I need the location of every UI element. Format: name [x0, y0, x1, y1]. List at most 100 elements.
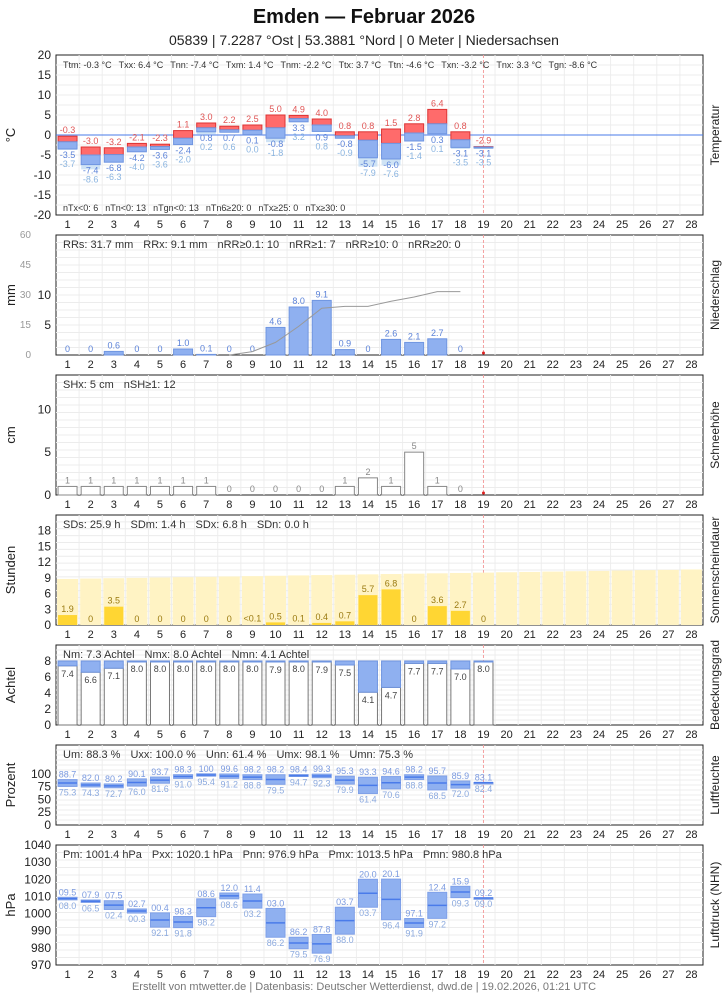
stat-label: Ttm: -0.3 °C: [63, 60, 112, 70]
day-length-bar: [680, 569, 702, 625]
max-temp-label: 6.4: [431, 98, 444, 108]
day-tick-label: 1: [64, 729, 70, 741]
day-tick-label: 2: [88, 219, 94, 231]
ground-min-label: 3.2: [292, 132, 305, 142]
min-temp-label: -3.6: [152, 150, 168, 160]
day-tick-label: 1: [64, 629, 70, 641]
sunshine-label: <0.1: [244, 614, 262, 624]
precip-label: 0: [227, 344, 232, 354]
day-tick-label: 5: [157, 359, 163, 371]
snow-bar: [381, 485, 402, 496]
y-tick-label: 0: [44, 128, 51, 142]
day-tick-label: 1: [64, 499, 70, 511]
snow-bar: [334, 485, 355, 496]
precip-label: 0.1: [200, 343, 213, 353]
today-dot: [481, 351, 485, 355]
day-tick-label: 22: [547, 729, 559, 741]
max-temp-bar: [265, 114, 286, 129]
day-length-bar: [218, 576, 240, 625]
y-tick-label: 0: [44, 618, 51, 632]
min-label: 72.7: [105, 789, 123, 799]
day-tick-label: 4: [134, 729, 140, 741]
max-temp-bar: [334, 131, 355, 137]
sunshine-label: 0.7: [339, 610, 352, 620]
day-length-bar: [403, 573, 425, 625]
day-tick-label: 21: [524, 499, 536, 511]
min-temp-bar: [288, 118, 309, 123]
max-label: 08.6: [197, 889, 215, 899]
snow-bar: [357, 477, 378, 496]
panel-side-label: Temperatur: [708, 105, 722, 166]
min-label: 79.9: [336, 785, 354, 795]
snow-label: 1: [181, 475, 186, 485]
stat-label: nTn6≥20: 0: [206, 203, 251, 213]
ground-min-label: -8.6: [83, 175, 99, 185]
min-label: 70.6: [382, 790, 400, 800]
day-tick-label: 27: [662, 629, 674, 641]
day-tick-label: 9: [249, 219, 255, 231]
min-temp-label: -1.5: [406, 142, 422, 152]
min-temp-bar: [381, 142, 402, 160]
min-label: 79.5: [290, 950, 308, 960]
cloud-cover-bar: [381, 660, 402, 688]
day-tick-label: 8: [226, 219, 232, 231]
y-tick-label: 5: [44, 108, 51, 122]
precip-label: 4.6: [269, 316, 282, 326]
ground-min-label: -1.4: [406, 151, 422, 161]
snow-bar: [404, 451, 425, 496]
min-temp-bar: [57, 141, 78, 150]
day-tick-label: 11: [293, 969, 304, 981]
min-label: 82.4: [475, 784, 493, 794]
day-tick-label: 13: [339, 969, 351, 981]
sunshine-bar: [335, 621, 355, 625]
y-tick-label: 9: [44, 571, 51, 585]
y-tick-label: 1040: [24, 838, 51, 852]
stat-label: nRR≥0.1: 10: [217, 239, 279, 251]
max-label: 98.2: [267, 765, 285, 775]
day-tick-label: 21: [524, 219, 536, 231]
page-title: Emden — Februar 2026: [252, 6, 476, 28]
sunshine-label: 6.8: [385, 578, 398, 588]
precip-label: 2.7: [431, 328, 444, 338]
day-tick-label: 27: [662, 219, 674, 231]
day-tick-label: 21: [524, 629, 536, 641]
snow-label: 0: [319, 484, 324, 494]
y-tick-label: 980: [31, 941, 51, 955]
day-tick-label: 18: [454, 829, 466, 841]
day-tick-label: 11: [293, 829, 304, 841]
stat-label: Ttx: 3.7 °C: [339, 60, 382, 70]
min-label: 91.8: [174, 929, 192, 939]
sunshine-bar: [312, 622, 332, 625]
day-tick-label: 16: [408, 359, 420, 371]
min-label: 08.6: [221, 900, 239, 910]
day-tick-label: 20: [500, 969, 512, 981]
day-tick-label: 16: [408, 499, 420, 511]
max-label: 07.9: [82, 890, 100, 900]
day-tick-label: 5: [157, 499, 163, 511]
cloud-cover-bar: [427, 660, 448, 664]
day-tick-label: 25: [616, 219, 628, 231]
day-tick-label: 26: [639, 219, 651, 231]
day-tick-label: 22: [547, 829, 559, 841]
day-tick-label: 8: [226, 499, 232, 511]
cloud-cover-bar: [288, 660, 309, 663]
sunshine-label: 0.4: [315, 612, 328, 622]
day-tick-label: 10: [269, 729, 281, 741]
footer-credits: Erstellt von mtwetter.de | Datenbasis: D…: [131, 981, 597, 993]
min-temp-bar: [450, 139, 471, 148]
day-tick-label: 11: [293, 629, 304, 641]
snow-label: 1: [389, 475, 394, 485]
snow-bar: [173, 485, 194, 496]
ground-min-bar: [81, 164, 101, 170]
day-tick-label: 17: [431, 829, 443, 841]
sunshine-bar: [450, 610, 470, 625]
day-tick-label: 17: [431, 499, 443, 511]
sunshine-bar: [104, 606, 124, 625]
day-tick-label: 23: [570, 829, 582, 841]
today-dot: [481, 491, 485, 495]
day-tick-label: 7: [203, 969, 209, 981]
day-tick-label: 8: [226, 969, 232, 981]
stat-label: RRx: 9.1 mm: [143, 239, 207, 251]
stat-label: Tnm: -2.2 °C: [280, 60, 332, 70]
day-tick-label: 23: [570, 629, 582, 641]
